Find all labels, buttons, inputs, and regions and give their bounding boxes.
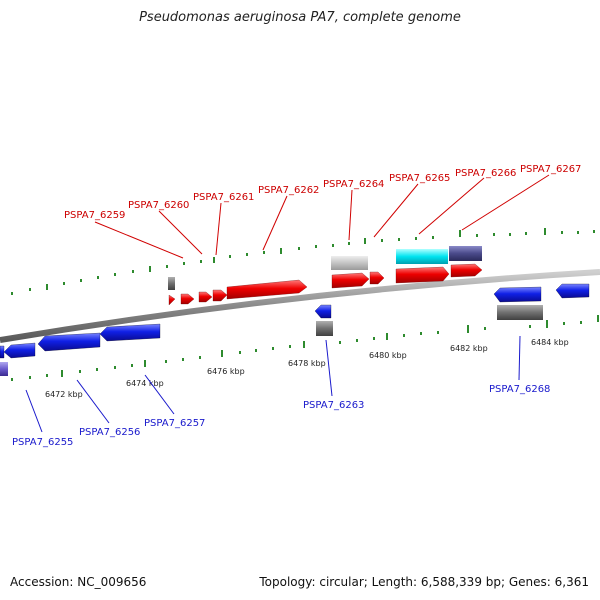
rna-feature <box>168 277 175 290</box>
rna-feature <box>396 249 448 264</box>
gene-feature <box>331 272 370 289</box>
reverse-other-features <box>0 305 543 376</box>
rna-feature <box>0 362 8 376</box>
gene-label[interactable]: PSPA7_6266 <box>455 168 516 179</box>
gene-label[interactable]: PSPA7_6263 <box>303 400 364 411</box>
gene-feature <box>555 283 590 299</box>
forward-label-lines <box>94 174 550 259</box>
gene-feature <box>314 304 332 319</box>
gene-label[interactable]: PSPA7_6262 <box>258 185 319 196</box>
scale-label: 6472 kbp <box>45 390 83 399</box>
gene-label[interactable]: PSPA7_6264 <box>323 179 384 190</box>
gene-feature <box>493 286 542 303</box>
scale-label: 6478 kbp <box>288 359 326 368</box>
gene-label[interactable]: PSPA7_6267 <box>520 164 581 175</box>
forward-other-features <box>168 246 482 290</box>
gene-label[interactable]: PSPA7_6265 <box>389 173 450 184</box>
gene-label[interactable]: PSPA7_6268 <box>489 384 550 395</box>
gene-feature <box>226 279 308 300</box>
rna-feature <box>316 321 333 336</box>
gene-feature <box>212 289 228 302</box>
rna-feature <box>497 305 543 320</box>
gene-feature <box>0 345 5 359</box>
gene-label[interactable]: PSPA7_6261 <box>193 192 254 203</box>
reverse-tick-row <box>11 315 599 381</box>
gene-label[interactable]: PSPA7_6257 <box>144 418 205 429</box>
gene-feature <box>99 323 161 342</box>
scale-label: 6482 kbp <box>450 344 488 353</box>
gene-feature <box>198 291 213 303</box>
scale-label: 6484 kbp <box>531 338 569 347</box>
gene-feature <box>450 263 483 278</box>
gene-label[interactable]: PSPA7_6260 <box>128 200 189 211</box>
gene-feature <box>3 342 36 359</box>
gene-label[interactable]: PSPA7_6256 <box>79 427 140 438</box>
reverse-genes <box>0 283 590 359</box>
scale-label: 6476 kbp <box>207 367 245 376</box>
forward-labels: PSPA7_6259 PSPA7_6260 PSPA7_6261 PSPA7_6… <box>64 164 581 221</box>
gene-label[interactable]: PSPA7_6259 <box>64 210 125 221</box>
genome-backbone <box>0 269 600 343</box>
forward-genes <box>168 263 483 306</box>
gene-feature <box>180 293 195 305</box>
forward-tick-row <box>11 228 595 295</box>
scale-label: 6480 kbp <box>369 351 407 360</box>
gene-feature <box>369 271 385 285</box>
gene-feature <box>168 294 176 306</box>
scale-label: 6474 kbp <box>126 379 164 388</box>
genome-summary: Topology: circular; Length: 6,588,339 bp… <box>259 575 589 589</box>
gene-feature <box>395 266 450 284</box>
gene-label[interactable]: PSPA7_6255 <box>12 437 73 448</box>
rna-feature <box>331 256 368 270</box>
gene-feature <box>37 332 101 352</box>
rna-feature <box>449 246 482 261</box>
reverse-label-lines <box>25 335 521 433</box>
scale-labels: 6472 kbp 6474 kbp 6476 kbp 6478 kbp 6480… <box>45 338 569 399</box>
genome-title: Pseudomonas aeruginosa PA7, complete gen… <box>139 10 461 25</box>
accession-label: Accession: NC_009656 <box>10 575 147 589</box>
reverse-labels: PSPA7_6255 PSPA7_6256 PSPA7_6257 PSPA7_6… <box>12 384 550 448</box>
